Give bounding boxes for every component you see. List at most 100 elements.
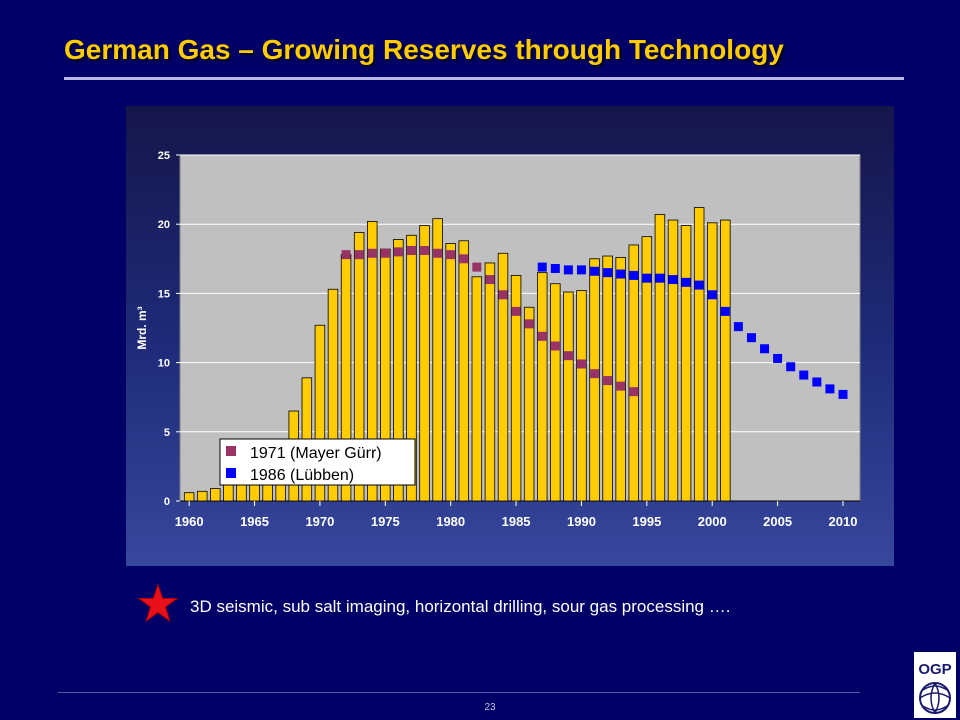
x-axis-ticks: 1960 1965 1970 1975 1980 1985 1990 1995 2000 2005… xyxy=(175,501,858,529)
marker-1986-1994 xyxy=(629,270,639,280)
marker-1986-2006 xyxy=(786,362,796,372)
marker-1986-2004 xyxy=(760,344,770,354)
marker-1986-1997 xyxy=(668,275,678,285)
x-tick-label-2005: 2005 xyxy=(763,514,792,529)
x-tick-label-1965: 1965 xyxy=(240,514,269,529)
x-tick-label-1960: 1960 xyxy=(175,514,204,529)
marker-1971-1980 xyxy=(446,250,456,260)
y-tick-label-25: 25 xyxy=(158,150,170,162)
bar-1979 xyxy=(432,218,443,502)
marker-1971-1978 xyxy=(420,245,430,255)
marker-1986-1989 xyxy=(563,265,573,275)
x-tick-label-1985: 1985 xyxy=(502,514,531,529)
bar-1974 xyxy=(366,221,378,502)
bar-1960 xyxy=(183,492,195,502)
bar-1991 xyxy=(589,258,600,502)
marker-1986-2001 xyxy=(720,306,730,316)
legend-swatch-1986 xyxy=(226,468,236,478)
bar-1980 xyxy=(445,243,456,502)
marker-1971-1977 xyxy=(406,245,416,255)
y-tick-label-0: 0 xyxy=(164,496,170,508)
marker-1986-2007 xyxy=(799,370,809,380)
star-icon xyxy=(138,584,178,623)
marker-1971-1979 xyxy=(433,248,443,258)
legend: 1971 (Mayer Gürr) 1986 (Lübben) xyxy=(219,438,416,486)
legend-label-1971: 1971 (Mayer Gürr) xyxy=(250,445,382,462)
marker-1986-2008 xyxy=(812,377,822,387)
marker-1971-1974 xyxy=(367,248,377,258)
title-underline xyxy=(64,77,904,80)
y-tick-label-10: 10 xyxy=(158,358,170,370)
x-tick-label-1980: 1980 xyxy=(436,514,465,529)
legend-box xyxy=(219,438,416,486)
y-axis-label: Mrd. m³ xyxy=(135,306,149,349)
marker-1986-1992 xyxy=(603,268,613,278)
marker-1986-2000 xyxy=(707,290,717,300)
x-tick-label-2010: 2010 xyxy=(829,514,858,529)
marker-1971-1992 xyxy=(603,376,613,386)
marker-1986-2010 xyxy=(838,389,848,399)
slide-title: German Gas – Growing Reserves through Te… xyxy=(64,34,784,65)
marker-1986-2009 xyxy=(825,384,835,394)
marker-1986-1998 xyxy=(681,277,691,287)
marker-1971-1994 xyxy=(629,387,639,397)
y-axis-ticks: 0 5 10 15 20 25 xyxy=(158,150,180,508)
bar-1986 xyxy=(523,306,535,502)
x-tick-label-1995: 1995 xyxy=(632,514,661,529)
marker-1986-1990 xyxy=(576,265,586,275)
bar-2000 xyxy=(706,222,718,502)
ogp-logo: OGP xyxy=(914,652,956,718)
legend-swatch-1971 xyxy=(226,446,236,456)
bar-1971 xyxy=(327,288,339,502)
bar-1983 xyxy=(484,262,496,502)
bar-1993 xyxy=(615,257,626,502)
marker-1986-1999 xyxy=(694,280,704,290)
marker-1971-1983 xyxy=(485,275,495,285)
marker-1971-1991 xyxy=(590,369,600,379)
bar-1976 xyxy=(393,239,404,502)
bar-1998 xyxy=(680,225,692,502)
footer-rule xyxy=(58,692,860,693)
bar-1978 xyxy=(419,225,430,502)
marker-1986-1988 xyxy=(550,263,560,273)
bar-1981 xyxy=(458,240,470,502)
bar-1984 xyxy=(497,252,509,502)
bar-1973 xyxy=(353,232,365,502)
x-tick-label-1970: 1970 xyxy=(305,514,334,529)
bar-1989 xyxy=(563,291,574,502)
x-tick-label-1975: 1975 xyxy=(371,514,400,529)
bar-1990 xyxy=(576,290,587,502)
marker-1986-2002 xyxy=(733,322,743,332)
marker-1971-1987 xyxy=(537,331,547,341)
x-tick-label-2000: 2000 xyxy=(698,514,727,529)
marker-1971-1976 xyxy=(393,247,403,257)
bar-1962 xyxy=(210,488,221,502)
bar-1988 xyxy=(550,283,561,502)
marker-1971-1986 xyxy=(524,319,534,329)
marker-1971-1973 xyxy=(354,250,364,260)
y-tick-label-20: 20 xyxy=(158,219,170,231)
marker-1971-1981 xyxy=(459,254,469,264)
marker-1986-1991 xyxy=(590,266,600,276)
marker-series xyxy=(341,245,848,399)
bar-1963 xyxy=(223,483,234,502)
marker-1986-2003 xyxy=(746,333,756,343)
marker-1971-1984 xyxy=(498,290,508,300)
x-tick-label-1990: 1990 xyxy=(567,514,596,529)
bar-1999 xyxy=(693,207,705,502)
y-tick-label-5: 5 xyxy=(164,427,170,439)
marker-1971-1982 xyxy=(472,262,482,272)
marker-1971-1972 xyxy=(341,250,351,260)
logo-text: OGP xyxy=(918,661,951,678)
marker-1971-1985 xyxy=(511,306,521,316)
marker-1986-1996 xyxy=(655,273,665,283)
bar-1994 xyxy=(628,244,640,502)
bar-1987 xyxy=(536,272,548,502)
bar-1997 xyxy=(667,219,679,502)
marker-1986-1987 xyxy=(537,262,547,272)
marker-1971-1993 xyxy=(616,381,626,391)
marker-1971-1975 xyxy=(380,248,390,258)
bar-1996 xyxy=(654,214,666,502)
bar-1982 xyxy=(471,276,483,502)
